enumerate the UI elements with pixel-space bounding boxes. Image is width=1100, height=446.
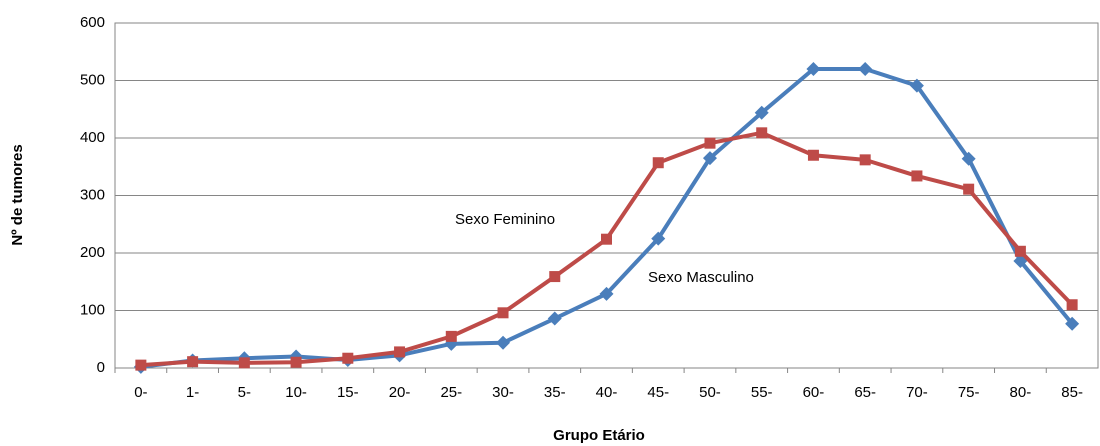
marker: [342, 352, 354, 364]
marker: [756, 127, 768, 139]
marker: [238, 357, 250, 369]
marker: [549, 271, 561, 283]
marker: [909, 78, 924, 93]
series-label: Sexo Masculino: [648, 269, 754, 286]
marker: [1065, 316, 1080, 331]
marker: [754, 105, 769, 120]
marker: [394, 346, 406, 358]
marker: [497, 307, 509, 319]
x-tick-label: 25-: [440, 384, 462, 401]
marker: [961, 151, 976, 166]
marker: [911, 170, 923, 182]
y-tick-label: 600: [80, 14, 105, 31]
marker: [547, 311, 562, 326]
x-tick-label: 5-: [238, 384, 251, 401]
marker: [806, 62, 821, 76]
x-tick-label: 30-: [492, 384, 514, 401]
y-tick-label: 200: [80, 244, 105, 261]
x-tick-label: 45-: [647, 384, 669, 401]
x-tick-label: 35-: [544, 384, 566, 401]
marker: [187, 356, 199, 368]
marker: [858, 62, 873, 76]
marker: [807, 149, 819, 161]
marker: [859, 154, 871, 166]
marker: [652, 157, 664, 169]
x-tick-label: 60-: [803, 384, 825, 401]
marker: [496, 335, 511, 350]
series-line: [140, 130, 1074, 368]
x-tick-label: 15-: [337, 384, 359, 401]
y-tick-label: 0: [97, 359, 105, 376]
y-axis-title: Nº de tumores: [9, 144, 26, 245]
x-tick-label: 65-: [854, 384, 876, 401]
marker: [135, 359, 147, 371]
x-tick-label: 50-: [699, 384, 721, 401]
x-tick-label: 0-: [134, 384, 147, 401]
y-tick-label: 400: [80, 129, 105, 146]
x-tick-label: 70-: [906, 384, 928, 401]
marker: [290, 356, 302, 368]
x-tick-label: 40-: [596, 384, 618, 401]
marker: [1013, 254, 1028, 269]
x-tick-label: 85-: [1061, 384, 1083, 401]
marker: [601, 233, 612, 245]
series-line: [140, 67, 1074, 369]
y-tick-label: 500: [80, 71, 105, 88]
y-tick-label: 300: [80, 186, 105, 203]
series-label: Sexo Feminino: [455, 211, 555, 228]
y-tick-label: 100: [80, 301, 105, 318]
x-tick-label: 20-: [389, 384, 411, 401]
x-tick-label: 55-: [751, 384, 773, 401]
marker: [445, 330, 457, 342]
x-axis-title: Grupo Etário: [553, 427, 645, 444]
marker: [1066, 299, 1078, 311]
x-tick-label: 10-: [285, 384, 307, 401]
marker: [599, 286, 614, 301]
x-tick-label: 1-: [186, 384, 199, 401]
marker: [1014, 245, 1026, 257]
x-tick-label: 75-: [958, 384, 980, 401]
marker: [704, 137, 716, 149]
marker: [651, 231, 666, 246]
marker: [963, 183, 975, 195]
x-tick-label: 80-: [1010, 384, 1032, 401]
plot-frame: [114, 22, 1099, 369]
marker: [702, 151, 717, 166]
